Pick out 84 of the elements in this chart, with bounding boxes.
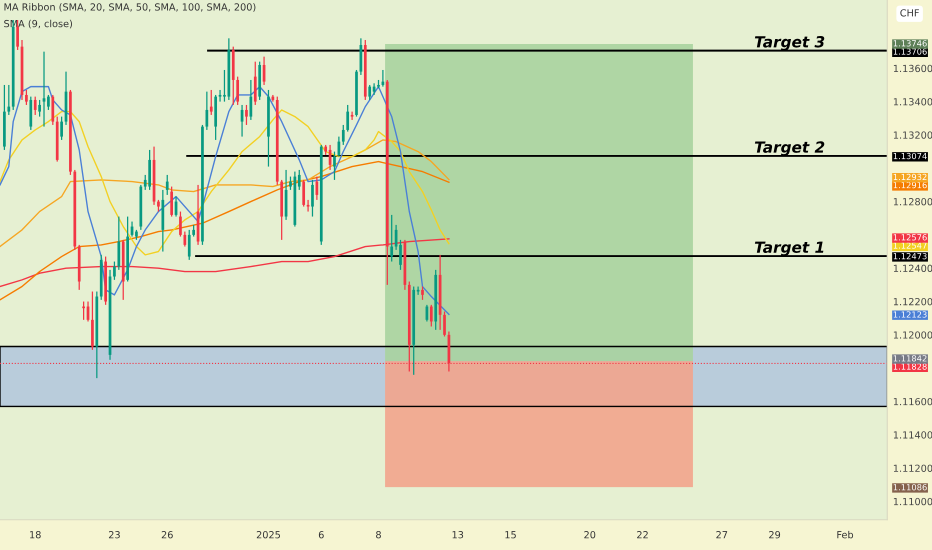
y-tick-label: 1.13706 bbox=[894, 48, 927, 55]
candlestick bbox=[183, 230, 186, 248]
candlestick bbox=[372, 82, 376, 96]
x-tick-label: 22 bbox=[637, 531, 648, 538]
x-tick-label: 18 bbox=[30, 531, 41, 538]
candlestick bbox=[245, 104, 248, 126]
line-series bbox=[0, 139, 450, 248]
y-tick-label: 1.13600 bbox=[894, 64, 932, 72]
candlestick bbox=[430, 304, 433, 328]
y-tick-label: 1.12932 bbox=[894, 174, 926, 180]
candlestick bbox=[236, 76, 240, 106]
x-tick-label: Feb bbox=[837, 530, 854, 538]
candlestick bbox=[306, 199, 310, 212]
candlestick bbox=[382, 69, 384, 88]
y-tick-label: 1.12473 bbox=[894, 253, 927, 260]
y-tick-label: 1.11828 bbox=[894, 363, 927, 370]
chart-title: MA Ribbon (SMA, 20, SMA, 50, SMA, 100, SMA, 200) bbox=[4, 3, 256, 12]
candlestick bbox=[113, 260, 116, 280]
candlestick bbox=[188, 229, 191, 260]
y-tick-label: 1.12200 bbox=[894, 298, 932, 306]
candlestick bbox=[179, 210, 182, 238]
y-tick-label: 1.11200 bbox=[894, 464, 932, 472]
x-tick-label: 27 bbox=[716, 531, 728, 538]
candlestick bbox=[205, 91, 208, 131]
candlestick bbox=[421, 286, 424, 300]
candlestick bbox=[250, 79, 252, 121]
candlestick bbox=[328, 144, 332, 171]
line-series bbox=[0, 160, 450, 301]
y-tick-label: 1.12123 bbox=[894, 311, 927, 318]
candlestick bbox=[192, 224, 196, 238]
candlestick bbox=[316, 176, 318, 201]
y-tick-label: 1.12000 bbox=[894, 331, 932, 339]
ref-line-label: Target 3 bbox=[754, 36, 824, 51]
candlestick bbox=[390, 214, 394, 262]
candlestick bbox=[60, 116, 63, 141]
y-tick-label: 1.13200 bbox=[894, 131, 932, 139]
candlestick bbox=[157, 199, 160, 212]
ref-line-label: Target 2 bbox=[754, 141, 824, 156]
candlestick bbox=[174, 196, 178, 218]
candlestick bbox=[333, 150, 336, 181]
y-tick-label: 1.12400 bbox=[894, 264, 932, 272]
candlestick bbox=[210, 89, 213, 116]
y-tick-label: 1.12547 bbox=[894, 242, 927, 249]
candlestick bbox=[368, 84, 372, 101]
candlestick bbox=[34, 96, 37, 116]
candlestick bbox=[25, 89, 28, 106]
candlestick bbox=[240, 104, 244, 138]
candlestick bbox=[443, 310, 446, 338]
candlestick bbox=[262, 56, 266, 86]
x-tick-label: 29 bbox=[769, 531, 780, 538]
candlestick bbox=[302, 179, 306, 208]
y-tick-label: 1.11400 bbox=[894, 431, 932, 439]
x-tick-label: 8 bbox=[376, 531, 381, 538]
x-tick-label: 13 bbox=[452, 531, 464, 538]
candlestick bbox=[86, 300, 90, 322]
y-tick-label: 1.13746 bbox=[894, 40, 927, 46]
candlestick bbox=[346, 104, 350, 132]
y-tick-label: 1.12576 bbox=[894, 234, 927, 240]
y-tick-label: 1.11842 bbox=[894, 355, 926, 362]
text: CHF bbox=[900, 9, 919, 17]
candlestick bbox=[338, 136, 340, 158]
x-tick-label: 26 bbox=[162, 531, 173, 538]
candlestick bbox=[311, 179, 314, 218]
line-series bbox=[0, 109, 450, 256]
candlestick bbox=[166, 174, 169, 196]
candlestick bbox=[7, 84, 10, 116]
x-tick-label: 15 bbox=[505, 531, 516, 538]
y-tick-label: 1.12916 bbox=[894, 182, 927, 188]
candlestick bbox=[426, 304, 428, 322]
x-tick-label: 23 bbox=[108, 531, 120, 538]
y-tick-label: 1.13074 bbox=[894, 152, 927, 160]
candlestick bbox=[342, 124, 345, 146]
ref-line-label: Target 1 bbox=[754, 242, 824, 256]
candlestick bbox=[298, 169, 301, 191]
x-tick-label: 6 bbox=[318, 531, 324, 538]
candlestick bbox=[38, 99, 41, 118]
y-tick-label: 1.11000 bbox=[894, 498, 932, 506]
y-tick-label: 1.11086 bbox=[894, 484, 927, 490]
y-tick-label: 1.12800 bbox=[894, 198, 932, 206]
y-tick-label: 1.13400 bbox=[894, 98, 932, 106]
x-tick-label: 2025 bbox=[256, 531, 280, 538]
x-tick-label: 20 bbox=[584, 531, 596, 538]
y-tick-label: 1.11600 bbox=[894, 398, 932, 406]
candlestick bbox=[170, 186, 174, 218]
